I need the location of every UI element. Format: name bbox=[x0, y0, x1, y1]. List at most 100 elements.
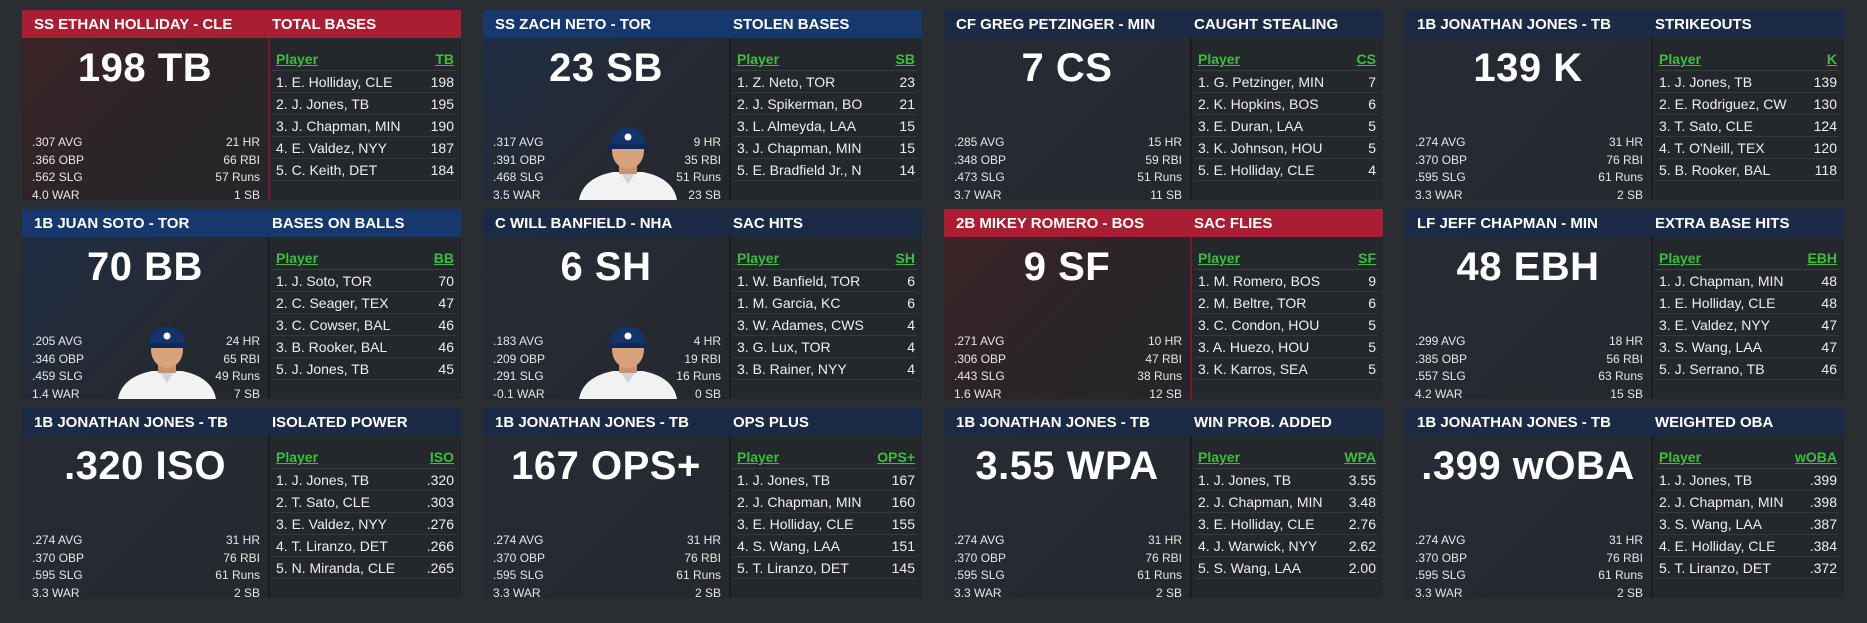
leaderboard-row[interactable]: 3. W. Adames, CWS 4 bbox=[733, 314, 917, 336]
leaderboard-row[interactable]: 5. J. Serrano, TB 46 bbox=[1655, 358, 1839, 380]
stat-column-header[interactable]: wOBA bbox=[1795, 449, 1837, 465]
leader-card-3[interactable]: CF GREG PETZINGER - MIN CAUGHT STEALING … bbox=[944, 10, 1383, 200]
leaderboard-row[interactable]: 2. E. Rodriguez, CW 130 bbox=[1655, 93, 1839, 115]
leaderboard-row[interactable]: 5. T. Liranzo, DET .372 bbox=[1655, 557, 1839, 579]
card-player-name[interactable]: 1B JONATHAN JONES - TB bbox=[34, 413, 228, 431]
leaderboard-row[interactable]: 2. J. Chapman, MIN 160 bbox=[733, 491, 917, 513]
leaderboard-row[interactable]: 1. G. Petzinger, MIN 7 bbox=[1194, 71, 1378, 93]
leaderboard-row[interactable]: 1. J. Jones, TB 3.55 bbox=[1194, 469, 1378, 491]
leader-card-5[interactable]: 1B JUAN SOTO - TOR BASES ON BALLS 70 BB … bbox=[22, 209, 461, 399]
player-column-header[interactable]: Player bbox=[1659, 250, 1702, 266]
leaderboard-row[interactable]: 2. J. Chapman, MIN 3.48 bbox=[1194, 491, 1378, 513]
card-player-name[interactable]: SS ZACH NETO - TOR bbox=[495, 15, 652, 33]
leaderboard-row[interactable]: 1. M. Romero, BOS 9 bbox=[1194, 270, 1378, 292]
leaderboard-row[interactable]: 3. B. Rooker, BAL 46 bbox=[272, 336, 456, 358]
leaderboard-row[interactable]: 3. G. Lux, TOR 4 bbox=[733, 336, 917, 358]
leaderboard-row[interactable]: 1. W. Banfield, TOR 6 bbox=[733, 270, 917, 292]
card-player-name[interactable]: 1B JUAN SOTO - TOR bbox=[34, 214, 190, 232]
leader-card-6[interactable]: C WILL BANFIELD - NHA SAC HITS 6 SH .183… bbox=[483, 209, 922, 399]
stat-column-header[interactable]: TB bbox=[435, 51, 454, 67]
leaderboard-row[interactable]: 1. J. Soto, TOR 70 bbox=[272, 270, 456, 292]
leaderboard-row[interactable]: 5. S. Wang, LAA 2.00 bbox=[1194, 557, 1378, 579]
card-player-name[interactable]: 2B MIKEY ROMERO - BOS bbox=[956, 214, 1145, 232]
leaderboard-row[interactable]: 3. B. Rainer, NYY 4 bbox=[733, 358, 917, 380]
leaderboard-row[interactable]: 5. E. Holliday, CLE 4 bbox=[1194, 159, 1378, 181]
leaderboard-row[interactable]: 2. J. Jones, TB 195 bbox=[272, 93, 456, 115]
leaderboard-row[interactable]: 4. J. Warwick, NYY 2.62 bbox=[1194, 535, 1378, 557]
card-player-name[interactable]: 1B JONATHAN JONES - TB bbox=[495, 413, 689, 431]
leaderboard-row[interactable]: 3. E. Valdez, NYY .276 bbox=[272, 513, 456, 535]
leaderboard-row[interactable]: 3. T. Sato, CLE 124 bbox=[1655, 115, 1839, 137]
player-column-header[interactable]: Player bbox=[737, 449, 780, 465]
leaderboard-row[interactable]: 4. E. Holliday, CLE .384 bbox=[1655, 535, 1839, 557]
card-player-name[interactable]: 1B JONATHAN JONES - TB bbox=[1417, 15, 1611, 33]
leaderboard-row[interactable]: 1. J. Jones, TB 139 bbox=[1655, 71, 1839, 93]
stat-column-header[interactable]: BB bbox=[433, 250, 454, 266]
leaderboard-row[interactable]: 3. E. Duran, LAA 5 bbox=[1194, 115, 1378, 137]
leaderboard-row[interactable]: 1. E. Holliday, CLE 48 bbox=[1655, 292, 1839, 314]
card-player-name[interactable]: 1B JONATHAN JONES - TB bbox=[956, 413, 1150, 431]
leader-card-1[interactable]: SS ETHAN HOLLIDAY - CLE TOTAL BASES 198 … bbox=[22, 10, 461, 200]
card-player-name[interactable]: CF GREG PETZINGER - MIN bbox=[956, 15, 1156, 33]
leaderboard-row[interactable]: 1. J. Jones, TB .399 bbox=[1655, 469, 1839, 491]
leaderboard-row[interactable]: 1. J. Chapman, MIN 48 bbox=[1655, 270, 1839, 292]
stat-column-header[interactable]: OPS+ bbox=[877, 449, 915, 465]
leaderboard-row[interactable]: 1. J. Jones, TB .320 bbox=[272, 469, 456, 491]
leader-card-7[interactable]: 2B MIKEY ROMERO - BOS SAC FLIES 9 SF .27… bbox=[944, 209, 1383, 399]
player-column-header[interactable]: Player bbox=[276, 250, 319, 266]
leaderboard-row[interactable]: 3. J. Chapman, MIN 190 bbox=[272, 115, 456, 137]
leaderboard-row[interactable]: 3. C. Cowser, BAL 46 bbox=[272, 314, 456, 336]
stat-column-header[interactable]: EBH bbox=[1807, 250, 1837, 266]
leaderboard-row[interactable]: 5. B. Rooker, BAL 118 bbox=[1655, 159, 1839, 181]
leader-card-4[interactable]: 1B JONATHAN JONES - TB STRIKEOUTS 139 K … bbox=[1405, 10, 1844, 200]
leaderboard-row[interactable]: 5. C. Keith, DET 184 bbox=[272, 159, 456, 181]
card-player-name[interactable]: LF JEFF CHAPMAN - MIN bbox=[1417, 214, 1598, 232]
leaderboard-row[interactable]: 1. J. Jones, TB 167 bbox=[733, 469, 917, 491]
leaderboard-row[interactable]: 3. E. Holliday, CLE 2.76 bbox=[1194, 513, 1378, 535]
leaderboard-row[interactable]: 3. K. Johnson, HOU 5 bbox=[1194, 137, 1378, 159]
player-column-header[interactable]: Player bbox=[276, 51, 319, 67]
leaderboard-row[interactable]: 3. E. Valdez, NYY 47 bbox=[1655, 314, 1839, 336]
player-column-header[interactable]: Player bbox=[1198, 449, 1241, 465]
leaderboard-row[interactable]: 3. A. Huezo, HOU 5 bbox=[1194, 336, 1378, 358]
leaderboard-row[interactable]: 4. S. Wang, LAA 151 bbox=[733, 535, 917, 557]
leaderboard-row[interactable]: 3. L. Almeyda, LAA 15 bbox=[733, 115, 917, 137]
leaderboard-row[interactable]: 5. T. Liranzo, DET 145 bbox=[733, 557, 917, 579]
leaderboard-row[interactable]: 3. S. Wang, LAA .387 bbox=[1655, 513, 1839, 535]
leader-card-9[interactable]: 1B JONATHAN JONES - TB ISOLATED POWER .3… bbox=[22, 408, 461, 598]
leaderboard-row[interactable]: 3. S. Wang, LAA 47 bbox=[1655, 336, 1839, 358]
player-column-header[interactable]: Player bbox=[276, 449, 319, 465]
leaderboard-row[interactable]: 1. M. Garcia, KC 6 bbox=[733, 292, 917, 314]
leaderboard-row[interactable]: 4. E. Valdez, NYY 187 bbox=[272, 137, 456, 159]
leaderboard-row[interactable]: 3. J. Chapman, MIN 15 bbox=[733, 137, 917, 159]
leaderboard-row[interactable]: 3. E. Holliday, CLE 155 bbox=[733, 513, 917, 535]
card-player-name[interactable]: SS ETHAN HOLLIDAY - CLE bbox=[34, 15, 233, 33]
leaderboard-row[interactable]: 5. E. Bradfield Jr., N 14 bbox=[733, 159, 917, 181]
leaderboard-row[interactable]: 4. T. O'Neill, TEX 120 bbox=[1655, 137, 1839, 159]
player-column-header[interactable]: Player bbox=[1198, 51, 1241, 67]
leader-card-2[interactable]: SS ZACH NETO - TOR STOLEN BASES 23 SB .3… bbox=[483, 10, 922, 200]
leader-card-12[interactable]: 1B JONATHAN JONES - TB WEIGHTED OBA .399… bbox=[1405, 408, 1844, 598]
stat-column-header[interactable]: SF bbox=[1358, 250, 1376, 266]
player-column-header[interactable]: Player bbox=[737, 250, 780, 266]
leaderboard-row[interactable]: 2. C. Seager, TEX 47 bbox=[272, 292, 456, 314]
stat-column-header[interactable]: CS bbox=[1356, 51, 1376, 67]
leaderboard-row[interactable]: 2. K. Hopkins, BOS 6 bbox=[1194, 93, 1378, 115]
leaderboard-row[interactable]: 5. J. Jones, TB 45 bbox=[272, 358, 456, 380]
card-player-name[interactable]: C WILL BANFIELD - NHA bbox=[495, 214, 673, 232]
leaderboard-row[interactable]: 2. M. Beltre, TOR 6 bbox=[1194, 292, 1378, 314]
leaderboard-row[interactable]: 2. T. Sato, CLE .303 bbox=[272, 491, 456, 513]
leaderboard-row[interactable]: 2. J. Chapman, MIN .398 bbox=[1655, 491, 1839, 513]
leaderboard-row[interactable]: 4. T. Liranzo, DET .266 bbox=[272, 535, 456, 557]
leaderboard-row[interactable]: 3. K. Karros, SEA 5 bbox=[1194, 358, 1378, 380]
leaderboard-row[interactable]: 1. E. Holliday, CLE 198 bbox=[272, 71, 456, 93]
leaderboard-row[interactable]: 1. Z. Neto, TOR 23 bbox=[733, 71, 917, 93]
card-player-name[interactable]: 1B JONATHAN JONES - TB bbox=[1417, 413, 1611, 431]
leader-card-11[interactable]: 1B JONATHAN JONES - TB WIN PROB. ADDED 3… bbox=[944, 408, 1383, 598]
leader-card-10[interactable]: 1B JONATHAN JONES - TB OPS PLUS 167 OPS+… bbox=[483, 408, 922, 598]
stat-column-header[interactable]: SB bbox=[895, 51, 915, 67]
stat-column-header[interactable]: SH bbox=[895, 250, 915, 266]
leaderboard-row[interactable]: 5. N. Miranda, CLE .265 bbox=[272, 557, 456, 579]
player-column-header[interactable]: Player bbox=[1198, 250, 1241, 266]
player-column-header[interactable]: Player bbox=[1659, 449, 1702, 465]
